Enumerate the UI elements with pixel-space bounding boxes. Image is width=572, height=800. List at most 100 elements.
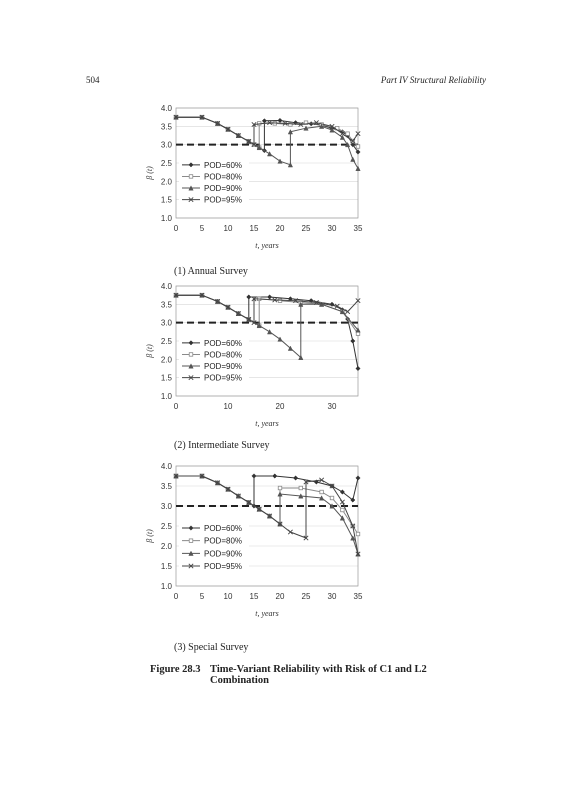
legend-marker — [188, 174, 194, 179]
data-point — [251, 121, 257, 128]
data-point — [199, 292, 205, 298]
y-axis-label: β (t) — [145, 166, 154, 181]
data-point — [277, 485, 283, 491]
series-line — [176, 475, 359, 507]
legend-item: POD=90% — [182, 549, 242, 558]
data-point — [215, 120, 221, 126]
x-tick-label: 5 — [200, 592, 205, 601]
legend-item: POD=90% — [182, 184, 242, 193]
data-point — [267, 294, 273, 300]
data-point — [246, 499, 252, 505]
data-point — [355, 165, 361, 171]
data-point — [298, 301, 304, 307]
data-point — [350, 156, 356, 162]
data-point — [355, 551, 361, 557]
legend-marker — [188, 375, 194, 381]
x-tick-label: 0 — [174, 592, 179, 601]
chart-special-survey: 1.0 1.5 2.0 2.5 3.0 3.5 4.0 0 5 10 15 20 25 30 35 t, ye… — [145, 462, 363, 618]
y-tick-labels: 1.0 1.5 2.0 2.5 3.0 3.5 4.0 — [161, 104, 173, 223]
data-point — [339, 131, 345, 137]
plot-frame — [175, 107, 359, 219]
y-tick-label: 2.5 — [161, 337, 173, 346]
data-point — [287, 162, 294, 168]
data-point — [293, 475, 299, 481]
data-point — [329, 495, 335, 501]
data-point — [215, 480, 221, 486]
data-point — [355, 327, 361, 333]
legend: POD=60% POD=80% POD=90% POD=95% — [179, 336, 249, 384]
data-point — [339, 515, 346, 521]
y-tick-label: 3.5 — [161, 300, 173, 309]
data-point — [282, 120, 288, 126]
legend-item: POD=60% — [182, 524, 242, 533]
data-point — [350, 535, 356, 541]
data-point — [318, 301, 325, 307]
x-tick-label: 35 — [354, 224, 363, 233]
y-tick-label: 4.0 — [161, 462, 173, 471]
data-point — [251, 473, 257, 479]
data-point — [277, 491, 283, 497]
series-pod95 — [173, 292, 361, 326]
legend-item: POD=60% — [182, 339, 242, 348]
subcaption-special: (3) Special Survey — [174, 642, 249, 653]
data-point — [287, 345, 294, 351]
legend-label: POD=80% — [204, 350, 242, 359]
y-axis-label: β (t) — [145, 529, 154, 544]
x-tick-label: 15 — [250, 592, 259, 601]
legend-marker — [188, 185, 194, 191]
plot-frame — [175, 285, 359, 397]
legend-marker — [188, 197, 194, 203]
data-point — [246, 294, 252, 300]
data-point — [277, 521, 283, 527]
data-point — [355, 149, 361, 155]
data-point — [350, 497, 356, 503]
x-tick-labels: 0 5 10 15 20 25 30 35 — [174, 224, 363, 233]
data-point — [355, 475, 361, 481]
legend-label: POD=95% — [204, 374, 242, 383]
legend: POD=60% POD=80% POD=90% POD=95% — [179, 522, 249, 572]
x-axis-label: t, years — [255, 419, 279, 428]
legend-label: POD=90% — [204, 549, 242, 558]
y-tick-label: 2.0 — [161, 542, 173, 551]
data-point — [340, 507, 345, 513]
legend-label: POD=80% — [204, 172, 242, 181]
data-point — [329, 127, 335, 133]
data-point — [287, 529, 293, 535]
y-tick-label: 1.0 — [161, 582, 173, 591]
y-tick-label: 4.0 — [161, 282, 173, 291]
legend-label: POD=60% — [204, 161, 242, 170]
x-tick-label: 30 — [328, 402, 337, 411]
y-tick-label: 3.0 — [161, 502, 173, 511]
x-axis-label: t, years — [255, 241, 279, 250]
data-point — [345, 309, 351, 315]
data-point — [303, 479, 309, 485]
x-tick-label: 25 — [302, 224, 311, 233]
x-tick-label: 20 — [276, 592, 285, 601]
data-point — [199, 114, 205, 120]
x-tick-label: 10 — [224, 402, 233, 411]
data-point — [251, 142, 257, 148]
data-point — [267, 513, 273, 519]
legend-label: POD=90% — [204, 184, 242, 193]
data-point — [350, 338, 356, 344]
y-tick-label: 3.5 — [161, 482, 173, 491]
y-tick-label: 4.0 — [161, 104, 173, 113]
y-tick-label: 3.0 — [161, 141, 173, 150]
data-point — [287, 129, 294, 135]
subcaption-intermediate: (2) Intermediate Survey — [174, 440, 270, 451]
data-point — [256, 506, 262, 512]
y-tick-label: 1.0 — [161, 392, 173, 401]
legend-marker — [188, 352, 194, 357]
legend-item: POD=80% — [182, 350, 242, 359]
figure-caption-text: Time-Variant Reliability with Risk of C1… — [210, 664, 427, 686]
legend-item: POD=80% — [182, 537, 242, 546]
series-line — [176, 294, 359, 324]
data-point — [277, 158, 283, 164]
legend-marker — [188, 363, 194, 369]
data-point — [235, 310, 241, 317]
x-tick-label: 0 — [174, 224, 179, 233]
legend-marker — [188, 563, 194, 569]
data-point — [334, 303, 340, 309]
y-tick-labels: 1.0 1.5 2.0 2.5 3.0 3.5 4.0 — [161, 462, 173, 591]
data-point — [225, 126, 231, 132]
